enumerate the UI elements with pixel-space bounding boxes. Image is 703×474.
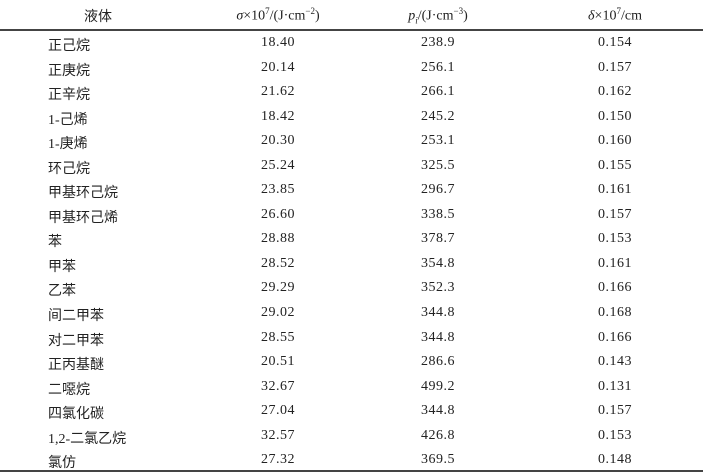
table-row: 四氯化碳 27.04 344.8 0.157 <box>0 400 703 425</box>
sigma-cell: 32.67 <box>261 378 295 394</box>
pi-cell: 499.2 <box>421 378 455 394</box>
table-row: 乙苯 29.29 352.3 0.166 <box>0 277 703 302</box>
delta-cell: 0.161 <box>598 182 632 198</box>
pi-cell: 344.8 <box>421 329 455 345</box>
table-body: 正己烷 18.40 238.9 0.154 正庚烷 20.14 256.1 0.157 正辛烷 2… <box>0 32 703 474</box>
table-row: 1-庚烯 20.30 253.1 0.160 <box>0 130 703 155</box>
delta-cell: 0.161 <box>598 255 632 271</box>
sigma-cell: 32.57 <box>261 427 295 443</box>
liquid-cell: 甲基环己烯 <box>48 210 118 226</box>
pi-cell: 344.8 <box>421 305 455 321</box>
delta-cell: 0.148 <box>598 452 632 468</box>
pi-cell: 253.1 <box>421 133 455 149</box>
sigma-cell: 27.04 <box>261 403 295 419</box>
liquid-cell: 四氯化碳 <box>48 407 104 423</box>
liquid-cell: 间二甲苯 <box>48 309 104 325</box>
sigma-cell: 20.14 <box>261 59 295 75</box>
liquid-cell: 氯仿 <box>48 456 76 472</box>
delta-cell: 0.154 <box>598 35 632 50</box>
liquid-cell: 正己烷 <box>48 39 90 54</box>
sigma-cell: 28.52 <box>261 255 295 271</box>
sigma-cell: 18.42 <box>261 108 295 124</box>
table-row: 正己烷 18.40 238.9 0.154 <box>0 32 703 57</box>
delta-cell: 0.153 <box>598 231 632 247</box>
liquid-cell: 正丙基醚 <box>48 358 104 374</box>
delta-cell: 0.162 <box>598 84 632 100</box>
pi-cell: 426.8 <box>421 427 455 443</box>
header-delta: δ×107/cm <box>588 6 642 24</box>
table-row: 对二甲苯 28.55 344.8 0.166 <box>0 327 703 352</box>
pi-cell: 378.7 <box>421 231 455 247</box>
pi-cell: 369.5 <box>421 452 455 468</box>
sigma-cell: 27.32 <box>261 452 295 468</box>
table-row: 正庚烷 20.14 256.1 0.157 <box>0 57 703 82</box>
liquid-cell: 1,2-二氯乙烷 <box>48 431 127 447</box>
delta-cell: 0.168 <box>598 305 632 321</box>
sigma-cell: 20.51 <box>261 354 295 370</box>
delta-cell: 0.160 <box>598 133 632 149</box>
liquid-cell: 甲基环己烷 <box>48 186 118 202</box>
delta-cell: 0.157 <box>598 206 632 222</box>
table-row: 苯 28.88 378.7 0.153 <box>0 228 703 253</box>
sigma-cell: 28.55 <box>261 329 295 345</box>
delta-cell: 0.157 <box>598 403 632 419</box>
liquid-cell: 甲苯 <box>48 259 76 275</box>
liquid-cell: 二噁烷 <box>48 382 90 398</box>
pi-cell: 325.5 <box>421 157 455 173</box>
pi-cell: 256.1 <box>421 59 455 75</box>
table-row: 正丙基醚 20.51 286.6 0.143 <box>0 351 703 376</box>
liquid-cell: 乙苯 <box>48 284 76 300</box>
liquid-cell: 环己烷 <box>48 161 90 177</box>
table-row: 二噁烷 32.67 499.2 0.131 <box>0 376 703 401</box>
sigma-cell: 26.60 <box>261 206 295 222</box>
bottom-rule <box>0 470 703 472</box>
sigma-cell: 29.02 <box>261 305 295 321</box>
pi-cell: 266.1 <box>421 84 455 100</box>
header-sigma: σ×107/(J·cm−2) <box>236 6 320 24</box>
liquid-cell: 1-庚烯 <box>48 137 88 153</box>
sigma-cell: 23.85 <box>261 182 295 198</box>
table-row: 甲苯 28.52 354.8 0.161 <box>0 253 703 278</box>
pi-cell: 238.9 <box>421 35 455 50</box>
table-row: 氯仿 27.32 369.5 0.148 <box>0 449 703 474</box>
header-liquid: 液体 <box>84 10 112 25</box>
pi-cell: 338.5 <box>421 206 455 222</box>
pi-cell: 286.6 <box>421 354 455 370</box>
delta-cell: 0.157 <box>598 59 632 75</box>
table-header: 液体 σ×107/(J·cm−2) pi/(J·cm−3) δ×107/cm <box>0 0 703 30</box>
liquid-cell: 苯 <box>48 235 62 251</box>
table-row: 环己烷 25.24 325.5 0.155 <box>0 155 703 180</box>
delta-cell: 0.150 <box>598 108 632 124</box>
liquid-cell: 1-己烯 <box>48 112 88 128</box>
table-row: 甲基环己烷 23.85 296.7 0.161 <box>0 179 703 204</box>
pi-cell: 354.8 <box>421 255 455 271</box>
table-row: 1,2-二氯乙烷 32.57 426.8 0.153 <box>0 425 703 450</box>
table-row: 1-己烯 18.42 245.2 0.150 <box>0 106 703 131</box>
sigma-cell: 28.88 <box>261 231 295 247</box>
sigma-cell: 20.30 <box>261 133 295 149</box>
sigma-cell: 21.62 <box>261 84 295 100</box>
delta-cell: 0.143 <box>598 354 632 370</box>
sigma-cell: 25.24 <box>261 157 295 173</box>
delta-cell: 0.166 <box>598 280 632 296</box>
table-row: 正辛烷 21.62 266.1 0.162 <box>0 81 703 106</box>
pi-cell: 296.7 <box>421 182 455 198</box>
delta-cell: 0.155 <box>598 157 632 173</box>
delta-cell: 0.166 <box>598 329 632 345</box>
top-rule <box>0 29 703 31</box>
sigma-cell: 18.40 <box>261 35 295 50</box>
liquid-cell: 对二甲苯 <box>48 333 104 349</box>
pi-cell: 352.3 <box>421 280 455 296</box>
header-pi: pi/(J·cm−3) <box>408 6 468 26</box>
table-row: 间二甲苯 29.02 344.8 0.168 <box>0 302 703 327</box>
liquid-cell: 正庚烷 <box>48 63 90 79</box>
pi-cell: 344.8 <box>421 403 455 419</box>
liquid-cell: 正辛烷 <box>48 88 90 104</box>
table-row: 甲基环己烯 26.60 338.5 0.157 <box>0 204 703 229</box>
delta-cell: 0.153 <box>598 427 632 443</box>
sigma-cell: 29.29 <box>261 280 295 296</box>
pi-cell: 245.2 <box>421 108 455 124</box>
delta-cell: 0.131 <box>598 378 632 394</box>
